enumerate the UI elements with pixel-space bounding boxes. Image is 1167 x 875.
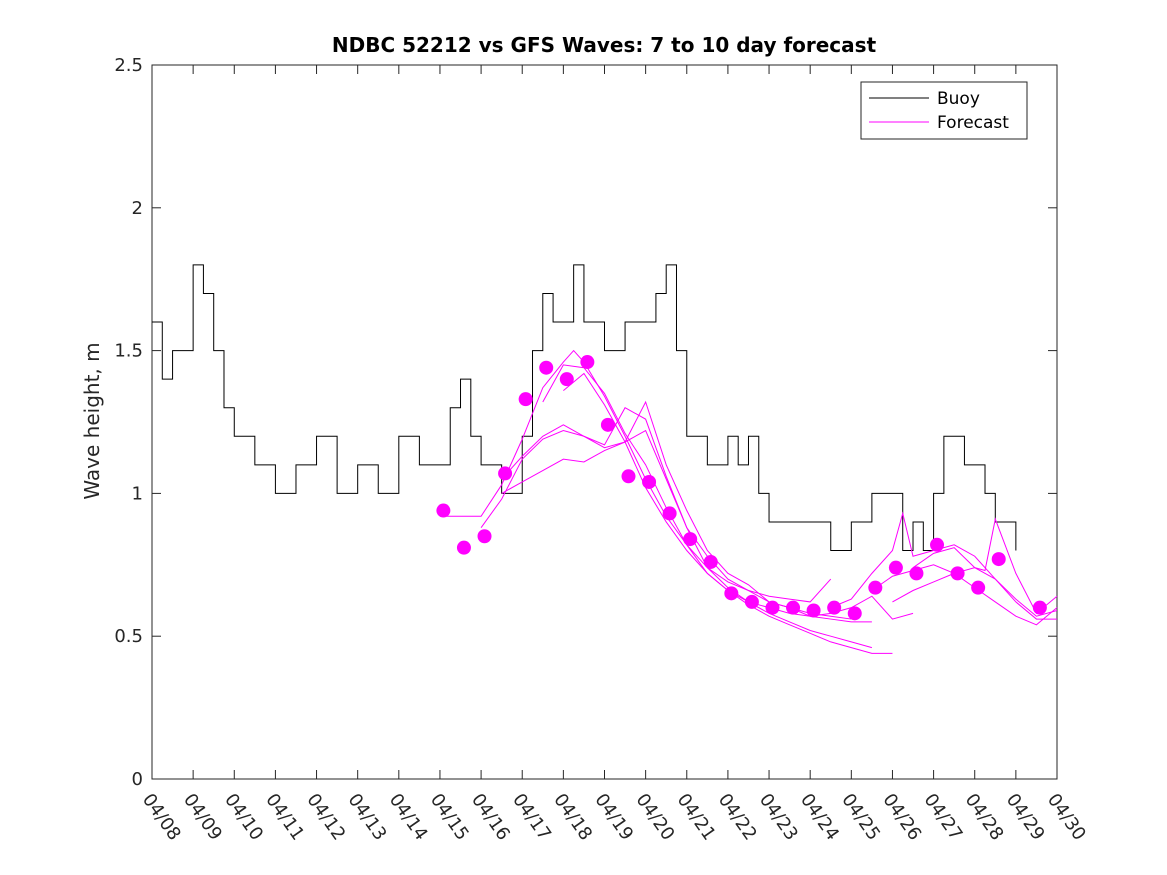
forecast-marker: [683, 532, 698, 547]
forecast-marker: [847, 606, 862, 621]
forecast-marker: [786, 600, 801, 615]
forecast-marker: [703, 554, 718, 569]
forecast-marker: [930, 537, 945, 552]
chart-title: NDBC 52212 vs GFS Waves: 7 to 10 day for…: [332, 33, 877, 57]
forecast-marker: [539, 360, 554, 375]
y-tick-label: 2: [132, 198, 143, 219]
legend-label: Forecast: [937, 113, 1009, 133]
forecast-marker: [991, 552, 1006, 567]
y-tick-label: 1.5: [114, 341, 143, 362]
y-tick-label: 0.5: [114, 626, 143, 647]
forecast-run-line: [871, 564, 1057, 620]
forecast-run-line: [501, 429, 873, 649]
forecast-marker: [868, 580, 883, 595]
legend-box: [860, 81, 1028, 140]
forecast-marker: [765, 600, 780, 615]
forecast-marker: [909, 566, 924, 581]
forecast-marker: [806, 603, 821, 618]
forecast-run-line: [912, 517, 1058, 615]
forecast-marker: [580, 355, 595, 370]
forecast-marker: [971, 580, 986, 595]
y-axis-title: Wave height, m: [80, 342, 104, 499]
y-tick-label: 1: [132, 483, 143, 504]
legend: Buoy Forecast: [860, 81, 1028, 140]
forecast-run-line: [563, 372, 914, 620]
y-tick-label: 0: [132, 769, 143, 790]
buoy-series-line: [152, 264, 1017, 552]
forecast-marker: [950, 566, 965, 581]
forecast-marker: [724, 586, 739, 601]
forecast-marker: [456, 540, 471, 555]
forecast-marker: [477, 529, 492, 544]
forecast-marker: [662, 506, 677, 521]
forecast-marker: [744, 594, 759, 609]
y-tick-label: 2.5: [114, 55, 143, 76]
forecast-marker: [518, 392, 533, 407]
forecast-marker: [621, 469, 636, 484]
plot-area: 00.511.522.504/0804/0904/1004/1104/1204/…: [114, 55, 1090, 844]
forecast-marker: [498, 466, 513, 481]
legend-label: Buoy: [937, 89, 980, 109]
forecast-marker: [827, 600, 842, 615]
forecast-marker: [436, 503, 451, 518]
forecast-marker: [1032, 600, 1047, 615]
forecast-marker: [559, 372, 574, 387]
forecast-marker: [642, 474, 657, 489]
forecast-marker: [600, 417, 615, 432]
forecast-marker: [888, 560, 903, 575]
